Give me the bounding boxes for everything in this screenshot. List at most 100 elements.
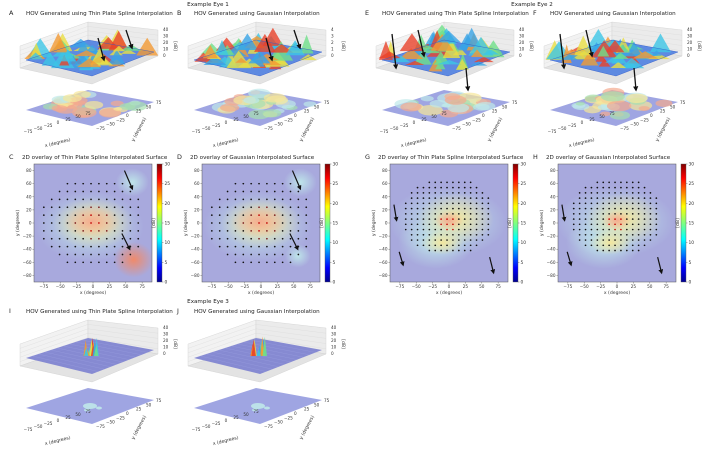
wall-gridline (255, 337, 327, 349)
x-tick-label: 75 (85, 111, 91, 116)
sample-point (90, 230, 92, 232)
sample-point (234, 245, 237, 248)
surface-peak (561, 53, 578, 60)
sample-point (649, 239, 652, 241)
sample-point (578, 218, 581, 220)
sample-point (463, 197, 466, 199)
wall-gridline (443, 30, 515, 41)
sample-point (440, 212, 442, 215)
sample-point (422, 186, 425, 189)
colorbar-label: [dB] (151, 218, 157, 228)
y-tick-label: −50 (630, 122, 639, 127)
sample-point (289, 222, 292, 224)
sample-point (452, 181, 454, 184)
sample-point (410, 191, 413, 194)
sample-point (289, 245, 292, 248)
sample-point (434, 202, 437, 205)
surface-peak (203, 55, 227, 66)
colorbar-tick-label: 20 (689, 201, 695, 207)
sample-point (289, 190, 292, 193)
sample-point (625, 239, 628, 241)
panel-letter-f: F (533, 9, 537, 17)
surface-spike (251, 339, 256, 356)
surface-peak (462, 27, 482, 48)
sample-point (614, 233, 616, 236)
sample-point (631, 244, 634, 247)
y-tick-label: −25 (116, 415, 125, 420)
sample-point (242, 190, 245, 193)
projection-blob (303, 101, 317, 107)
sample-point (218, 206, 221, 209)
surface-peak (405, 60, 425, 66)
surface-peak (455, 58, 469, 70)
sample-point (614, 197, 616, 199)
z-tick-label: 20 (687, 40, 693, 45)
sample-point (608, 197, 610, 199)
sample-point (452, 228, 454, 231)
sample-point (440, 207, 442, 210)
colorbar-tick-label: 10 (689, 240, 695, 246)
panel-title-g: 2D overlay of Thin Plate Spline Interpol… (378, 155, 524, 161)
sample-point (266, 198, 268, 201)
y-tick-label: 25 (492, 109, 498, 114)
sample-point (446, 249, 448, 252)
y-tick-label: 50 (670, 104, 676, 109)
x-tick-label: 25 (421, 117, 427, 122)
sample-point (90, 253, 92, 256)
colorbar-tick-label: 15 (689, 221, 695, 227)
x-tick-label: 75 (495, 284, 501, 289)
sample-point (410, 207, 413, 210)
y-tick-label: −50 (106, 420, 115, 425)
x-tick-label: −75 (24, 129, 33, 134)
sample-point (590, 212, 593, 215)
sample-point (266, 237, 268, 240)
sample-point (457, 207, 460, 210)
sample-point (74, 230, 77, 232)
surface-peak (202, 44, 218, 59)
sample-point (602, 181, 605, 184)
x-tick-label: −50 (34, 424, 43, 429)
z-axis-label: [dB] (340, 339, 346, 349)
sample-point (66, 214, 69, 216)
panel-i: I HOV Generated using Thin Plate Spline I… (9, 307, 178, 447)
panel-letter-j: J (176, 307, 179, 315)
sample-point (446, 207, 448, 210)
sample-point (258, 198, 260, 201)
sample-point (625, 218, 628, 220)
sample-point (82, 222, 85, 224)
sample-point (234, 190, 237, 193)
surface-peak (470, 61, 488, 66)
sample-point (596, 244, 599, 247)
sample-point (113, 214, 116, 216)
sample-point (596, 228, 599, 231)
sample-point (637, 228, 640, 231)
sample-point (410, 202, 413, 205)
panel-title-c: 2D overlay of Thin Plate Spline Interpol… (22, 155, 168, 161)
y-tick-label: −50 (274, 420, 283, 425)
sample-point (58, 222, 61, 224)
surface-peak (399, 48, 424, 60)
sample-point (428, 218, 431, 220)
sample-point (637, 202, 640, 205)
sample-point (475, 228, 478, 231)
sample-point (602, 218, 605, 220)
sample-point (273, 182, 276, 185)
sample-point (475, 244, 478, 247)
sample-point (631, 191, 634, 194)
y-tick-label: −75 (264, 126, 273, 131)
sample-point (58, 237, 61, 240)
sample-point (608, 249, 610, 252)
colorbar-tick-label: 0 (521, 280, 524, 286)
sample-point (273, 237, 276, 240)
heat-region (115, 168, 149, 197)
panel-letter-b: B (177, 9, 181, 17)
sample-point (620, 197, 622, 199)
sample-point (578, 233, 581, 236)
sample-point (452, 191, 454, 194)
sample-point (625, 186, 628, 189)
sample-point (481, 207, 484, 210)
sample-point (250, 253, 253, 256)
sample-point (58, 253, 61, 256)
x-tick-label: 50 (291, 284, 297, 289)
surface-spike (84, 347, 89, 356)
